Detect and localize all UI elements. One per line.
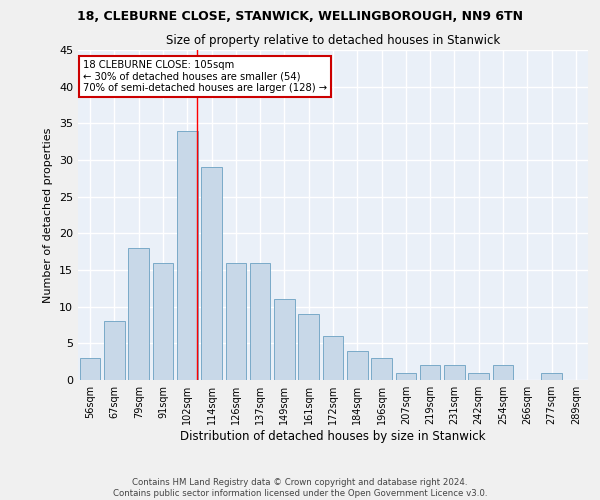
Bar bbox=[420, 366, 440, 380]
Bar bbox=[493, 366, 514, 380]
Title: Size of property relative to detached houses in Stanwick: Size of property relative to detached ho… bbox=[166, 34, 500, 48]
Bar bbox=[444, 366, 465, 380]
Bar bbox=[201, 168, 222, 380]
Bar bbox=[177, 130, 197, 380]
Y-axis label: Number of detached properties: Number of detached properties bbox=[43, 128, 53, 302]
Bar bbox=[395, 372, 416, 380]
Bar bbox=[152, 262, 173, 380]
Bar bbox=[347, 350, 368, 380]
Bar bbox=[104, 322, 125, 380]
Bar bbox=[469, 372, 489, 380]
Bar bbox=[371, 358, 392, 380]
Bar bbox=[226, 262, 246, 380]
Text: 18 CLEBURNE CLOSE: 105sqm
← 30% of detached houses are smaller (54)
70% of semi-: 18 CLEBURNE CLOSE: 105sqm ← 30% of detac… bbox=[83, 60, 327, 93]
Bar bbox=[80, 358, 100, 380]
Bar bbox=[274, 300, 295, 380]
X-axis label: Distribution of detached houses by size in Stanwick: Distribution of detached houses by size … bbox=[180, 430, 486, 443]
Bar bbox=[541, 372, 562, 380]
Text: 18, CLEBURNE CLOSE, STANWICK, WELLINGBOROUGH, NN9 6TN: 18, CLEBURNE CLOSE, STANWICK, WELLINGBOR… bbox=[77, 10, 523, 23]
Bar bbox=[323, 336, 343, 380]
Bar bbox=[298, 314, 319, 380]
Bar bbox=[128, 248, 149, 380]
Bar bbox=[250, 262, 271, 380]
Text: Contains HM Land Registry data © Crown copyright and database right 2024.
Contai: Contains HM Land Registry data © Crown c… bbox=[113, 478, 487, 498]
